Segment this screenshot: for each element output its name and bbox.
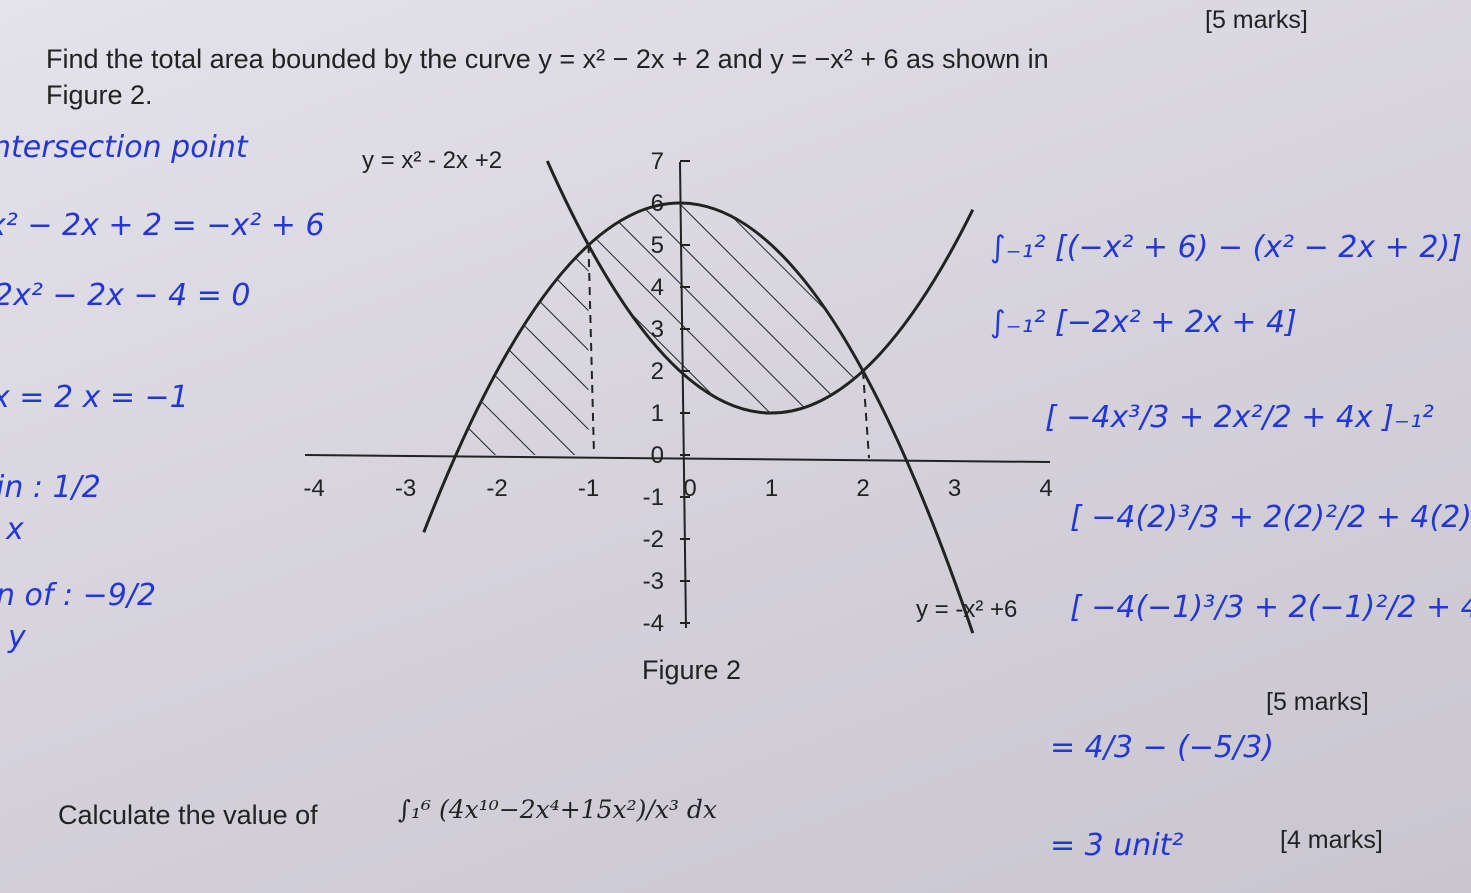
curve-label: y = x² - 2x +2 xyxy=(362,147,502,174)
handwritten-note: [ −4(−1)³/3 + 2(−1)²/2 + 4(− xyxy=(1070,590,1471,625)
curve-label: y = -x² +6 xyxy=(916,596,1017,623)
y-tick-label: 6 xyxy=(651,190,664,217)
x-tick-label: 3 xyxy=(948,475,961,502)
handwritten-note: x xyxy=(6,512,24,547)
figure-caption: Figure 2 xyxy=(642,655,742,685)
x-tick-label: -4 xyxy=(303,475,324,502)
integral: ∫₁⁶ (4x¹⁰−2x⁴+15x²)/x³ dx xyxy=(398,795,718,824)
x-tick-label: 1 xyxy=(765,475,778,502)
marks: [5 marks] xyxy=(1205,6,1308,34)
y-tick-label: 7 xyxy=(651,148,664,175)
handwritten-note: = 3 unit² xyxy=(1050,828,1184,863)
question-text: Find the total area bounded by the curve… xyxy=(46,44,1049,74)
curve xyxy=(545,160,975,415)
y-axis xyxy=(679,161,687,629)
handwritten-note: [ −4(2)³/3 + 2(2)²/2 + 4(2) ] xyxy=(1070,500,1471,535)
handwritten-note: ntersection point xyxy=(0,130,248,165)
question-text: Figure 2. xyxy=(46,80,153,110)
handwritten-note: x² − 2x + 2 = −x² + 6 xyxy=(0,208,325,243)
y-tick-label: 3 xyxy=(651,316,664,343)
shaded-region xyxy=(455,245,589,455)
y-tick-label: 2 xyxy=(651,358,664,385)
x-axis xyxy=(304,454,1051,463)
handwritten-note: [ −4x³/3 + 2x²/2 + 4x ]₋₁² xyxy=(1045,400,1434,435)
x-tick-label: 0 xyxy=(683,475,696,502)
curve xyxy=(422,201,975,634)
y-tick-label: 0 xyxy=(651,442,664,469)
marks: [4 marks] xyxy=(1280,826,1383,854)
x-tick-label: -2 xyxy=(486,475,507,502)
x-tick-label: -3 xyxy=(395,475,416,502)
question-text: Calculate the value of xyxy=(58,800,318,830)
y-tick-label: -4 xyxy=(643,610,664,637)
x-tick-label: 4 xyxy=(1039,475,1052,502)
dashed-line xyxy=(587,244,595,456)
handwritten-note: = 4/3 − (−5/3) xyxy=(1050,730,1274,765)
handwritten-note: ∫₋₁² [−2x² + 2x + 4] xyxy=(990,305,1297,340)
x-tick-label: 2 xyxy=(856,475,869,502)
y-tick-label: 4 xyxy=(651,274,664,301)
handwritten-note: 2x² − 2x − 4 = 0 xyxy=(0,278,251,313)
marks: [5 marks] xyxy=(1266,688,1369,716)
y-tick-label: -1 xyxy=(643,484,664,511)
dashed-line xyxy=(862,370,870,459)
handwritten-note: ∫₋₁² [(−x² + 6) − (x² − 2x + 2)] xyxy=(990,230,1462,265)
shaded-region xyxy=(588,203,863,413)
x-tick-label: -1 xyxy=(578,475,599,502)
y-tick-label: -3 xyxy=(643,568,664,595)
handwritten-note: x = 2 x = −1 xyxy=(0,380,189,415)
handwritten-note: n of : −9/2 xyxy=(0,578,157,613)
handwritten-note: in : 1/2 xyxy=(0,470,101,505)
y-tick-label: 5 xyxy=(651,232,664,259)
y-tick-label: 1 xyxy=(651,400,664,427)
y-tick-label: -2 xyxy=(643,526,664,553)
handwritten-note: y xyxy=(8,620,26,655)
